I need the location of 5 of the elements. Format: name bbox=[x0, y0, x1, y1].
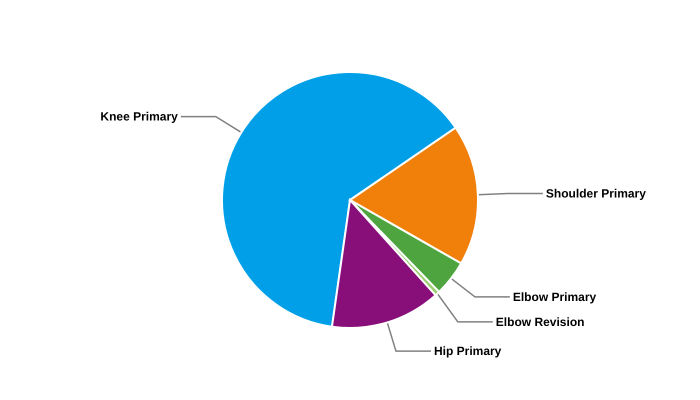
slice-label: Shoulder Primary bbox=[546, 186, 646, 201]
slice-label: Elbow Revision bbox=[496, 314, 584, 329]
slice-label: Knee Primary bbox=[100, 110, 178, 124]
slice-label: Elbow Primary bbox=[512, 290, 597, 304]
slice-label: Hip Primary bbox=[434, 344, 502, 358]
